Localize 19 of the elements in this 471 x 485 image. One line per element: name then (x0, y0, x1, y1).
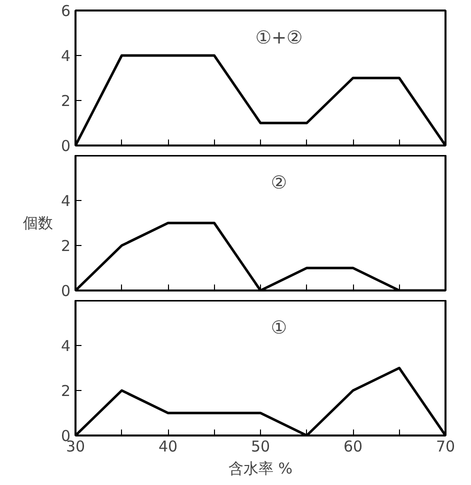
x-tick-label: 40 (158, 438, 178, 456)
annotation: ② (270, 172, 288, 194)
annotation: ① (270, 317, 288, 338)
x-axis-title: 含水率 % (228, 460, 293, 478)
y-tick-label: 4 (60, 337, 71, 355)
y-tick-label: 0 (60, 282, 71, 300)
y-tick-label: 0 (60, 137, 71, 155)
y-tick-label: 4 (60, 47, 71, 65)
y-tick-label: 2 (60, 237, 71, 255)
y-tick-label: 4 (60, 192, 71, 210)
y-tick-label: 2 (60, 92, 71, 110)
x-tick-label: 70 (436, 438, 456, 456)
x-tick-label: 50 (250, 438, 270, 456)
y-axis-title: 個数 (22, 214, 53, 232)
x-tick-label: 60 (343, 438, 363, 456)
y-tick-label: 2 (60, 382, 71, 400)
y-tick-label: 0 (60, 427, 71, 445)
y-tick-label: 6 (60, 2, 71, 20)
annotation: ①+② (255, 27, 303, 48)
